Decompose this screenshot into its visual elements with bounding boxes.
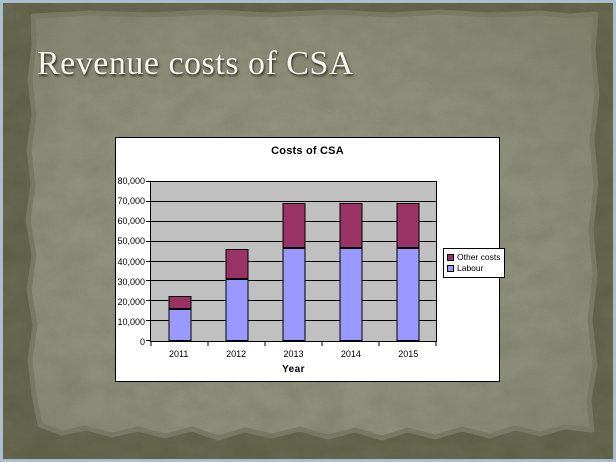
chart-object: Costs of CSA 0 10,000 20,000 30,000 40,000 50… — [115, 137, 506, 382]
bar-segment-labour — [282, 247, 305, 341]
y-axis-label: 40,000 — [117, 256, 145, 267]
y-axis-label: 50,000 — [117, 236, 145, 247]
y-axis-label: 20,000 — [117, 296, 145, 307]
slide-title: Revenue costs of CSA — [37, 45, 354, 82]
bar-segment-labour — [168, 309, 191, 341]
y-axis-tick — [146, 280, 151, 282]
y-axis-label: 0 — [139, 337, 145, 347]
x-axis-tick — [435, 341, 437, 346]
y-axis-labels: 0 10,000 20,000 30,000 40,000 50,000 60,000 70,… — [116, 176, 145, 347]
x-axis-label: 2013 — [283, 349, 304, 359]
y-axis-tick — [146, 220, 151, 222]
y-axis-label: 80,000 — [117, 176, 145, 186]
bar-segment-other-costs — [168, 296, 191, 310]
legend: Other costs Labour — [443, 248, 506, 278]
y-axis-tick — [146, 340, 151, 341]
y-axis-tick — [146, 240, 151, 242]
y-axis-label: 10,000 — [117, 316, 145, 327]
bar-segment-labour — [339, 247, 362, 341]
x-axis-label: 2012 — [226, 349, 247, 359]
bar-segment-other-costs — [339, 202, 362, 248]
y-axis-label: 70,000 — [117, 196, 145, 207]
x-axis-tick — [378, 341, 380, 346]
y-axis-tick — [146, 181, 151, 182]
legend-swatch — [447, 254, 454, 261]
x-axis-tick — [264, 341, 266, 346]
y-axis-tick — [146, 300, 151, 302]
x-axis-labels: 2011 2012 2013 2014 2015 — [150, 349, 437, 361]
x-axis-label: 2014 — [340, 349, 361, 359]
chart-title: Costs of CSA — [271, 145, 344, 157]
bar-segment-other-costs — [225, 248, 248, 280]
plot-area — [146, 181, 437, 346]
x-axis-title: Year — [282, 364, 305, 375]
bar-segment-other-costs — [396, 202, 419, 248]
x-axis-label: 2015 — [398, 349, 419, 359]
y-axis-label: 60,000 — [117, 216, 145, 227]
legend-label: Labour — [457, 263, 484, 273]
legend-item: Labour — [447, 263, 500, 274]
y-axis-tick — [146, 200, 151, 202]
y-axis-label: 30,000 — [117, 276, 145, 287]
legend-swatch — [447, 265, 454, 272]
gridline — [151, 200, 436, 202]
bar-segment-other-costs — [282, 202, 305, 248]
x-axis-tick — [321, 341, 323, 346]
x-axis-label: 2011 — [169, 349, 189, 359]
legend-label: Other costs — [457, 252, 501, 262]
bar-segment-labour — [225, 279, 248, 341]
legend-item: Other costs — [447, 252, 500, 263]
bar-segment-labour — [396, 247, 419, 341]
x-axis-tick — [207, 341, 209, 346]
y-axis-tick — [146, 320, 151, 322]
x-axis-tick — [150, 341, 152, 346]
y-axis-tick — [146, 260, 151, 262]
